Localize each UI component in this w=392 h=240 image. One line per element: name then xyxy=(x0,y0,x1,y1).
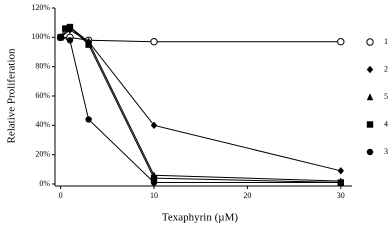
y-tick-label: 80% xyxy=(35,61,50,70)
marker xyxy=(57,34,64,41)
x-tick-label: 30 xyxy=(337,191,345,200)
marker xyxy=(337,38,345,46)
series-line xyxy=(60,29,341,172)
chart: Texaphyrin (µM) Relative Proliferation 0… xyxy=(6,3,388,224)
legend-marker xyxy=(366,148,374,156)
marker xyxy=(337,179,344,186)
y-tick-label: 120% xyxy=(31,3,50,12)
y-axis-title: Relative Proliferation xyxy=(6,48,18,143)
marker xyxy=(85,41,92,48)
y-tick-label: 100% xyxy=(31,32,50,41)
y-tick-label: 60% xyxy=(35,91,50,100)
legend-label: 3 xyxy=(384,147,388,156)
legend-marker xyxy=(366,121,374,128)
y-tick-label: 0% xyxy=(39,179,50,188)
marker xyxy=(66,37,74,44)
series-line xyxy=(60,26,341,184)
marker xyxy=(150,38,158,46)
marker xyxy=(337,167,344,175)
x-tick-label: 20 xyxy=(243,191,251,200)
legend-marker xyxy=(366,65,374,74)
marker xyxy=(85,116,92,123)
x-axis-title: Texaphyrin (µM) xyxy=(162,212,238,224)
marker xyxy=(66,23,74,31)
series-line xyxy=(60,26,341,182)
marker xyxy=(150,174,158,182)
legend-marker xyxy=(366,38,374,46)
marker xyxy=(62,25,69,32)
legend-marker xyxy=(366,93,374,101)
y-tick-label: 40% xyxy=(35,120,50,129)
x-tick-label: 0 xyxy=(59,191,63,200)
legend-label: 4 xyxy=(384,119,388,128)
marker xyxy=(150,179,158,186)
legend-label: 1 xyxy=(384,37,388,46)
x-tick-label: 10 xyxy=(150,191,158,200)
y-tick-label: 20% xyxy=(35,149,50,158)
legend-label: 2 xyxy=(384,64,388,73)
marker xyxy=(150,121,158,130)
legend-label: 5 xyxy=(384,92,388,101)
series-line xyxy=(60,36,341,43)
